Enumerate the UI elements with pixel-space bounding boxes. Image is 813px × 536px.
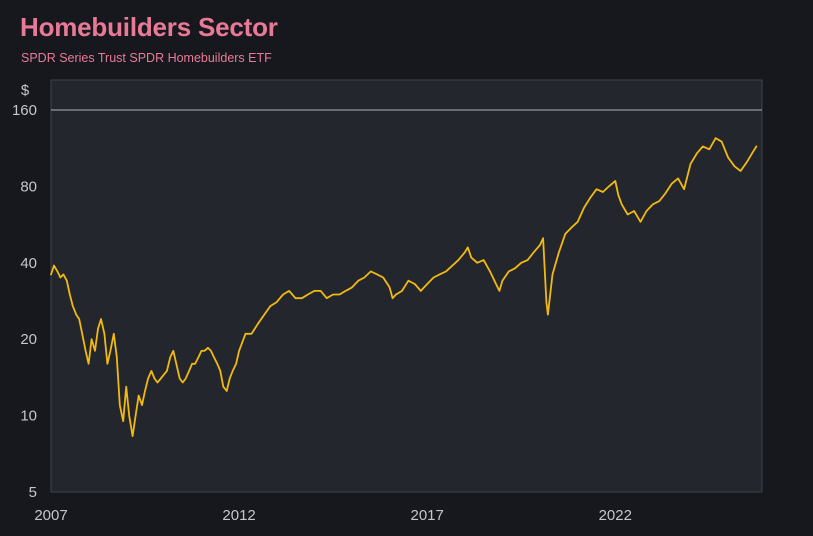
y-axis-label: $ [21,82,30,99]
x-tick-label-2012: 2012 [222,507,255,524]
y-tick-label-80: 80 [20,178,37,195]
series-line-0 [50,137,758,437]
x-tick-label-2017: 2017 [411,507,444,524]
y-tick-label-10: 10 [20,408,37,425]
plot-area [50,79,763,493]
y-tick-label-20: 20 [20,331,37,348]
chart-title: Homebuilders Sector [20,12,278,42]
y-tick-label-160: 160 [12,102,37,119]
y-tick-label-40: 40 [20,255,37,272]
chart-subtitle: SPDR Series Trust SPDR Homebuilders ETF [21,51,272,65]
y-tick-label-5: 5 [29,484,37,501]
x-tick-label-2007: 2007 [34,507,67,524]
x-tick-label-2022: 2022 [599,507,632,524]
